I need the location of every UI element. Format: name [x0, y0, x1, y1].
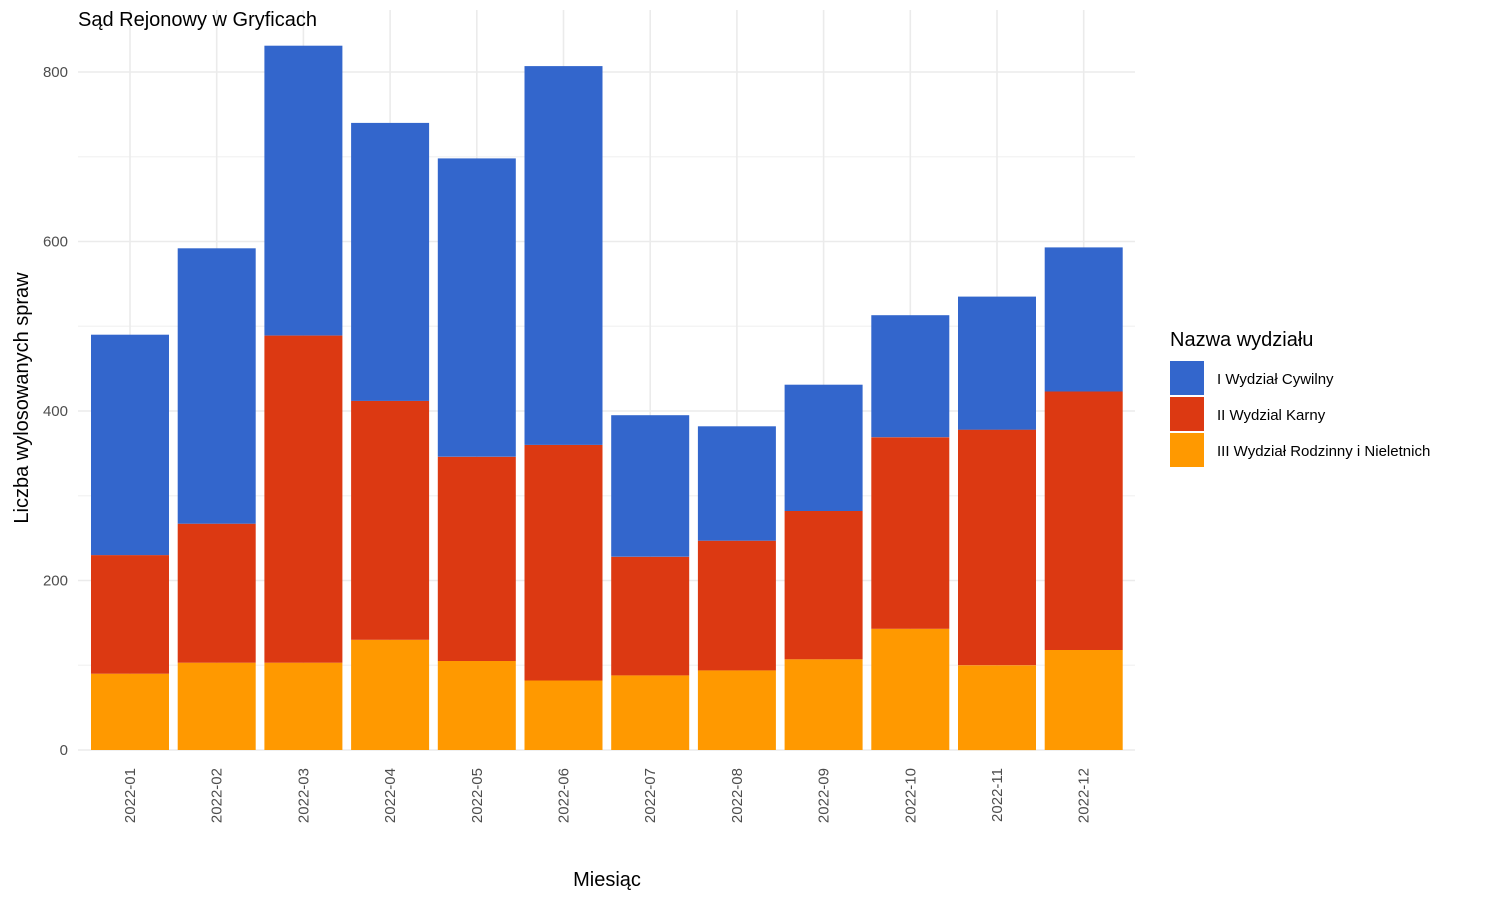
x-tick-label: 2022-10 [902, 768, 919, 823]
bar-segment [177, 662, 256, 750]
y-tick-label: 400 [43, 403, 68, 420]
bar-segment [958, 296, 1036, 430]
bar-segment [177, 523, 256, 663]
bar-segment [91, 673, 169, 750]
x-tick-label: 2022-01 [122, 768, 139, 823]
y-axis-title: Liczba wylosowanych spraw [11, 272, 33, 524]
bar-segment [177, 248, 256, 524]
bar-segment [351, 639, 430, 750]
x-axis-title: Miesiąc [573, 869, 641, 891]
y-tick-label: 0 [60, 742, 68, 759]
x-tick-label: 2022-09 [816, 768, 833, 823]
y-tick-labels: 0 200 400 600 800 [43, 64, 68, 759]
bar-segment [611, 415, 690, 557]
y-tick-label: 600 [43, 234, 68, 251]
x-tick-labels: 2022-01 2022-02 2022-03 2022-04 2022-05 2022-… [122, 768, 1093, 823]
bar-segment [264, 45, 343, 336]
legend-title: Nazwa wydziału [1170, 329, 1313, 351]
bar-segment [697, 670, 776, 750]
bar-segment [264, 662, 343, 750]
bar-segment [871, 437, 950, 629]
bar-segment [351, 122, 430, 401]
bar-segment [871, 315, 950, 438]
x-tick-label: 2022-03 [295, 768, 312, 823]
bar-segment [1044, 247, 1123, 392]
y-tick-label: 800 [43, 64, 68, 81]
legend-items: I Wydział Cywilny II Wydzial Karny III Wyd… [1170, 361, 1430, 467]
bar-segment [697, 540, 776, 671]
x-tick-label: 2022-06 [556, 768, 573, 823]
bar-segment [611, 556, 690, 676]
x-tick-label: 2022-07 [642, 768, 659, 823]
legend: Nazwa wydziału I Wydział Cywilny II Wydzi… [1170, 329, 1430, 467]
legend-swatch [1170, 433, 1204, 467]
legend-swatch [1170, 361, 1204, 395]
bar-segment [524, 66, 603, 445]
legend-swatch [1170, 397, 1204, 431]
bar-segment [697, 426, 776, 541]
x-tick-label: 2022-08 [729, 768, 746, 823]
bar-segment [784, 511, 863, 660]
bar-segment [524, 680, 603, 750]
bar-segment [351, 400, 430, 640]
bar-segment [437, 158, 516, 457]
y-tick-label: 200 [43, 573, 68, 590]
x-tick-label: 2022-11 [989, 768, 1006, 822]
legend-label: II Wydzial Karny [1217, 407, 1326, 424]
x-tick-label: 2022-02 [209, 768, 226, 823]
x-tick-label: 2022-05 [469, 768, 486, 823]
bar-segment [1044, 650, 1123, 750]
bar-segment [611, 675, 690, 750]
x-tick-label: 2022-12 [1076, 768, 1093, 823]
legend-label: I Wydział Cywilny [1217, 371, 1334, 388]
bars-layer [91, 45, 1123, 751]
bar-segment [1044, 391, 1123, 650]
bar-segment [524, 444, 603, 681]
x-tick-label: 2022-04 [382, 768, 399, 823]
bar-segment [958, 665, 1036, 751]
bar-segment [91, 334, 169, 556]
bar-segment [91, 555, 169, 674]
bar-segment [437, 456, 516, 661]
legend-label: III Wydział Rodzinny i Nieletnich [1217, 443, 1430, 460]
bar-segment [784, 659, 863, 750]
bar-segment [437, 661, 516, 750]
chart-title: Sąd Rejonowy w Gryficach [78, 9, 317, 31]
bar-segment [784, 384, 863, 511]
bar-segment [264, 335, 343, 663]
bar-segment [958, 429, 1036, 666]
bar-segment [871, 628, 950, 750]
